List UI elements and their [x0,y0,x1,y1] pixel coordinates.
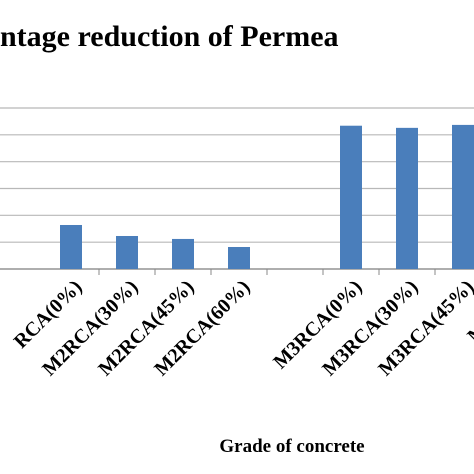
x-tick-label: M3RCA(45%) [374,276,474,380]
x-tick-label: M2RCA(60%) [150,276,254,380]
bar [60,224,82,269]
x-tick-label: M2RCA(30%) [38,276,142,380]
bar [452,124,474,269]
bar [340,125,362,270]
bar [228,246,250,269]
x-tick-label: M2RCA(45%) [94,276,198,380]
chart-title: ntage reduction of Permea [0,20,339,53]
x-axis-title: Grade of concrete [219,436,364,457]
bar [172,238,194,269]
bar [396,127,418,270]
x-tick-label: M3RCA(30%) [318,276,422,380]
bar [116,235,138,269]
